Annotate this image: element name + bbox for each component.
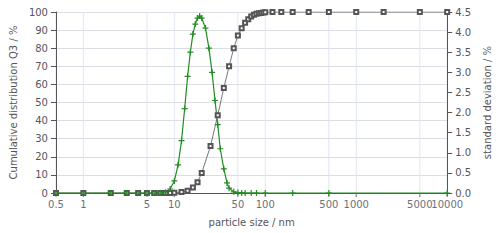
svg-text:0: 0 — [42, 188, 48, 199]
svg-text:1: 1 — [80, 199, 86, 210]
svg-text:standard deviation / %: standard deviation / % — [482, 46, 493, 159]
svg-text:500: 500 — [319, 199, 338, 210]
svg-text:10: 10 — [168, 199, 181, 210]
svg-text:60: 60 — [35, 79, 48, 90]
svg-text:30: 30 — [35, 133, 48, 144]
svg-text:100: 100 — [256, 199, 275, 210]
svg-text:0.5: 0.5 — [48, 199, 64, 210]
svg-text:1000: 1000 — [344, 199, 369, 210]
svg-text:10000: 10000 — [431, 199, 463, 210]
svg-text:0.5: 0.5 — [455, 167, 471, 178]
svg-text:1.5: 1.5 — [455, 127, 471, 138]
svg-text:90: 90 — [35, 25, 48, 36]
svg-text:2.0: 2.0 — [455, 107, 471, 118]
svg-text:4.5: 4.5 — [455, 7, 471, 18]
svg-text:50: 50 — [35, 97, 48, 108]
svg-text:2.5: 2.5 — [455, 87, 471, 98]
svg-text:4.0: 4.0 — [455, 27, 471, 38]
svg-text:10: 10 — [35, 169, 48, 180]
svg-text:80: 80 — [35, 43, 48, 54]
svg-text:particle size / nm: particle size / nm — [209, 217, 295, 228]
svg-text:40: 40 — [35, 115, 48, 126]
svg-text:20: 20 — [35, 151, 48, 162]
svg-text:5000: 5000 — [407, 199, 432, 210]
svg-text:3.0: 3.0 — [455, 67, 471, 78]
svg-text:50: 50 — [232, 199, 245, 210]
svg-text:0.0: 0.0 — [455, 188, 471, 199]
svg-text:5: 5 — [144, 199, 150, 210]
svg-text:1.0: 1.0 — [455, 147, 471, 158]
svg-text:3.5: 3.5 — [455, 47, 471, 58]
svg-text:100: 100 — [29, 7, 48, 18]
svg-text:70: 70 — [35, 61, 48, 72]
svg-text:Cumulative distribution Q3 / %: Cumulative distribution Q3 / % — [8, 26, 19, 180]
